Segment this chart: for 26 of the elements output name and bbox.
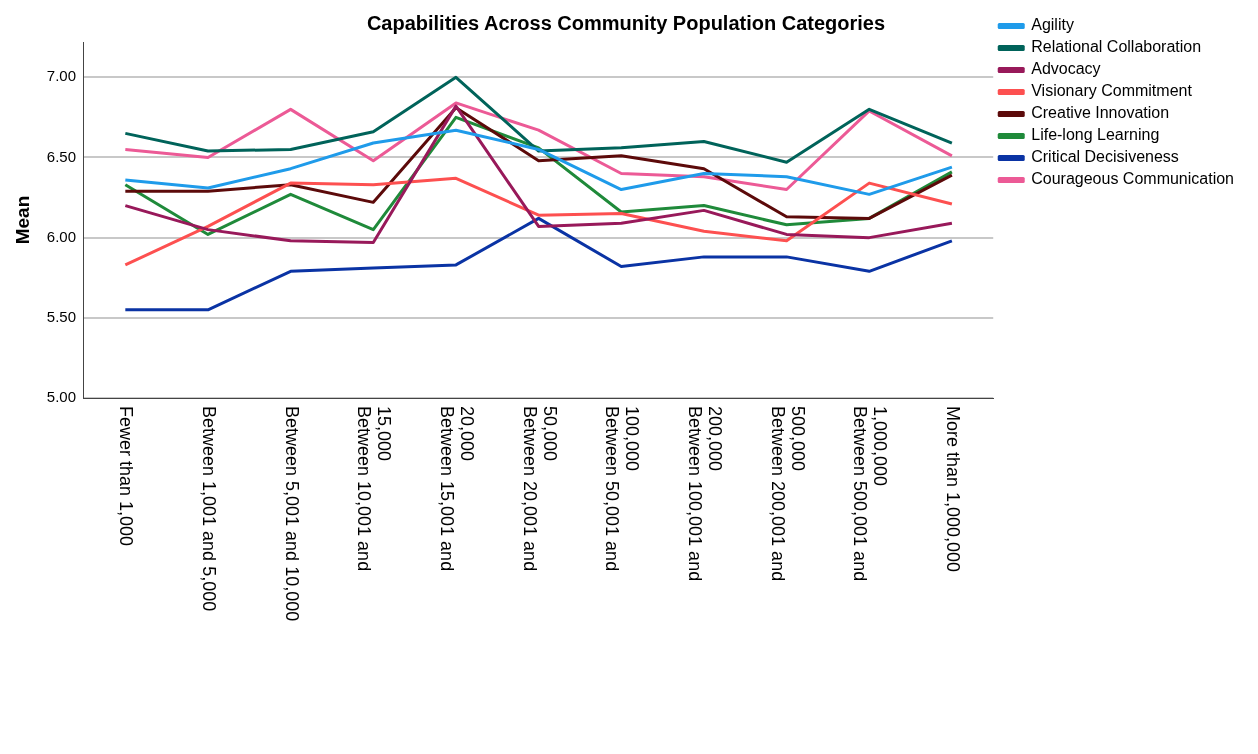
legend-label: Agility <box>1031 16 1074 34</box>
y-tick-label: 5.00 <box>46 388 76 406</box>
y-tick-label: 6.50 <box>46 147 76 165</box>
legend-label: Visionary Commitment <box>1031 82 1193 100</box>
x-tick-label: Between 200,001 and 500,000 <box>767 406 808 582</box>
legend-label: Courageous Communication <box>1031 170 1235 188</box>
legend-label: Relational Collaboration <box>1031 38 1202 56</box>
x-tick-label: Between 50,001 and 100,000 <box>602 406 643 572</box>
x-tick-label: Between 10,001 and 15,000 <box>354 406 395 572</box>
y-axis-title: Mean <box>11 195 33 245</box>
y-tick-label: 7.00 <box>46 67 76 85</box>
x-tick-label: Fewer than 1,000 <box>116 406 137 547</box>
x-tick-label: Between 100,001 and 200,000 <box>684 406 725 582</box>
legend-label: Life-long Learning <box>1031 126 1160 144</box>
x-tick-label: Between 1,001 and 5,000 <box>199 406 220 612</box>
legend-label: Creative Innovation <box>1031 104 1170 122</box>
x-tick-label: Between 5,001 and 10,000 <box>281 406 302 622</box>
legend-label: Advocacy <box>1031 60 1101 78</box>
legend-label: Critical Decisiveness <box>1031 148 1179 166</box>
y-tick-label: 5.50 <box>46 307 76 325</box>
x-tick-label: Between 20,001 and 50,000 <box>519 406 560 572</box>
x-tick-label: Between 500,001 and 1,000,000 <box>850 406 891 582</box>
x-tick-label: Between 15,001 and 20,000 <box>436 406 477 572</box>
chart-title: Capabilities Across Community Population Categories <box>366 11 886 34</box>
x-tick-label: More than 1,000,000 <box>942 406 963 573</box>
y-tick-label: 6.00 <box>46 227 76 245</box>
